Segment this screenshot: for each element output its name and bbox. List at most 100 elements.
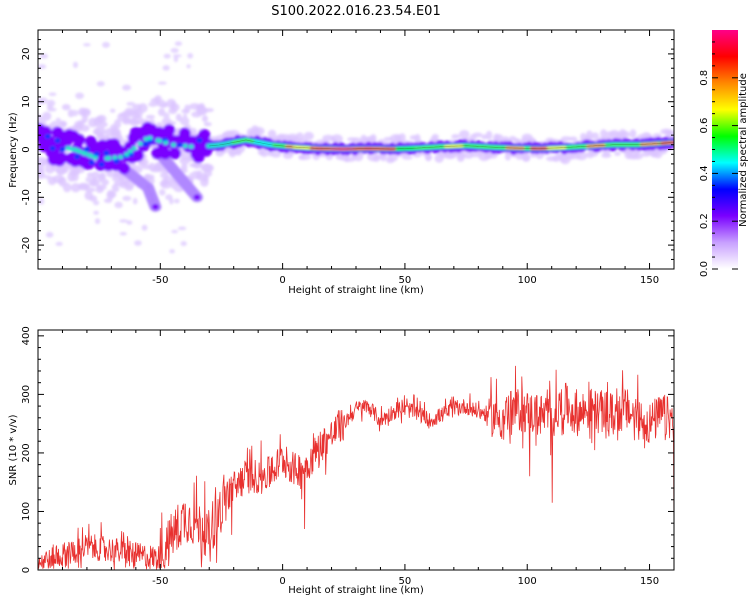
scatter-blob: [38, 97, 48, 104]
halo-blob: [457, 152, 466, 160]
halo-blob: [614, 151, 621, 156]
scatter-blob: [182, 113, 188, 120]
ridge-cyan: [131, 146, 137, 151]
scatter-blob: [169, 197, 174, 205]
ridge-cyan: [137, 141, 143, 146]
x-tick-label: 100: [518, 275, 537, 286]
ridge-body: [118, 162, 131, 175]
ridge-cyan: [118, 154, 124, 160]
y-tick-label: 0: [21, 146, 32, 152]
x-tick-label: 50: [399, 275, 412, 286]
halo-blob: [145, 114, 156, 120]
halo-blob: [198, 103, 205, 111]
scatter-blob: [45, 231, 54, 238]
halo-blob: [402, 155, 413, 160]
halo-blob: [458, 129, 470, 139]
scatter-blob: [99, 125, 105, 132]
halo-blob: [631, 153, 643, 160]
scatter-blob: [38, 117, 47, 124]
scatter-blob: [160, 99, 165, 105]
spectrogram-blobs: [38, 41, 674, 254]
figure-title: S100.2022.016.23.54.E01: [271, 4, 440, 19]
halo-blob: [131, 115, 144, 125]
ridge-blue-early: [142, 141, 149, 147]
halo-blob: [113, 119, 122, 129]
ridge-trace: [209, 139, 674, 150]
x-tick-label: -50: [152, 275, 168, 286]
ridge-hot: [600, 143, 606, 147]
scatter-blob: [75, 92, 84, 100]
colorbar-tick-label: 0.8: [699, 70, 710, 86]
scatter-blob: [171, 229, 179, 234]
colorbar-tick-label: 0.6: [699, 118, 710, 134]
ridge-hot: [458, 144, 464, 148]
halo-blob: [165, 120, 177, 126]
ridge-cyan: [157, 138, 163, 144]
scatter-blob: [55, 117, 61, 123]
scatter-blob: [71, 109, 79, 117]
halo-blob: [600, 129, 608, 138]
ridge-body: [163, 124, 176, 137]
ridge-blue-early: [54, 138, 61, 144]
halo-blob: [79, 124, 90, 132]
halo-blob: [59, 120, 67, 128]
y-tick-label: 0: [21, 567, 32, 573]
halo-blob: [91, 171, 100, 180]
halo-blob: [99, 134, 110, 141]
y-tick-label: 20: [21, 48, 32, 61]
scatter-blob: [157, 81, 167, 85]
halo-blob: [370, 134, 377, 143]
ridge-cyan: [92, 155, 98, 160]
scatter-blob: [132, 197, 138, 205]
y-tick-label: -10: [21, 189, 32, 205]
scatter-blob: [72, 61, 79, 69]
spectrogram-panel: -50 0 50 100 150 -20 -10 0 10 20 Height of straig…: [8, 29, 675, 296]
scatter-blob: [177, 226, 187, 231]
ridge-cyan: [88, 153, 94, 159]
halo-blob: [157, 108, 166, 117]
ridge-cyan: [182, 143, 188, 149]
x-tick-label: 0: [279, 275, 285, 286]
ridge-blue-early: [44, 133, 51, 139]
snr-xlabel: Height of straight line (km): [288, 585, 424, 596]
scatter-blob: [126, 101, 136, 106]
x-tick-label: 50: [399, 576, 412, 587]
scatter-blob: [126, 220, 133, 225]
ridge-blue-early: [88, 160, 95, 166]
ridge-cyan: [112, 155, 118, 160]
ridge-body: [168, 147, 181, 160]
ridge-cyan: [147, 135, 153, 141]
scatter-blob: [163, 53, 171, 59]
halo-blob: [575, 151, 588, 161]
branch-core: [151, 203, 159, 210]
scatter-blob: [97, 178, 105, 183]
y-tick-label: 100: [21, 502, 32, 521]
ridge-cyan: [123, 152, 130, 157]
y-tick-label: -20: [21, 237, 32, 253]
scatter-blob: [48, 92, 57, 96]
halo-blob: [569, 136, 578, 142]
ridge-cyan: [67, 146, 73, 151]
halo-blob: [191, 162, 203, 167]
ridge-body: [198, 129, 211, 142]
ridge-hot: [654, 142, 660, 145]
spectrogram-xlabel: Height of straight line (km): [288, 285, 424, 296]
scatter-blob: [141, 224, 148, 231]
ridge-hot: [520, 146, 525, 150]
ridge-blue-early: [176, 142, 183, 148]
scatter-blob: [148, 101, 158, 107]
x-tick-label: 0: [279, 576, 285, 587]
snr-line-group: [38, 365, 674, 570]
scatter-blob: [38, 198, 45, 205]
x-tick-label: 100: [518, 576, 537, 587]
scatter-blob: [112, 176, 119, 182]
halo-blob: [387, 152, 399, 162]
halo-blob: [96, 114, 107, 124]
halo-blob: [138, 103, 148, 113]
scatter-blob: [55, 241, 63, 246]
y-tick-label: 10: [21, 95, 32, 108]
y-tick-label: 400: [21, 326, 32, 345]
ridge-body: [55, 151, 68, 164]
x-tick-label: 150: [640, 275, 659, 286]
scatter-blob: [83, 43, 91, 47]
